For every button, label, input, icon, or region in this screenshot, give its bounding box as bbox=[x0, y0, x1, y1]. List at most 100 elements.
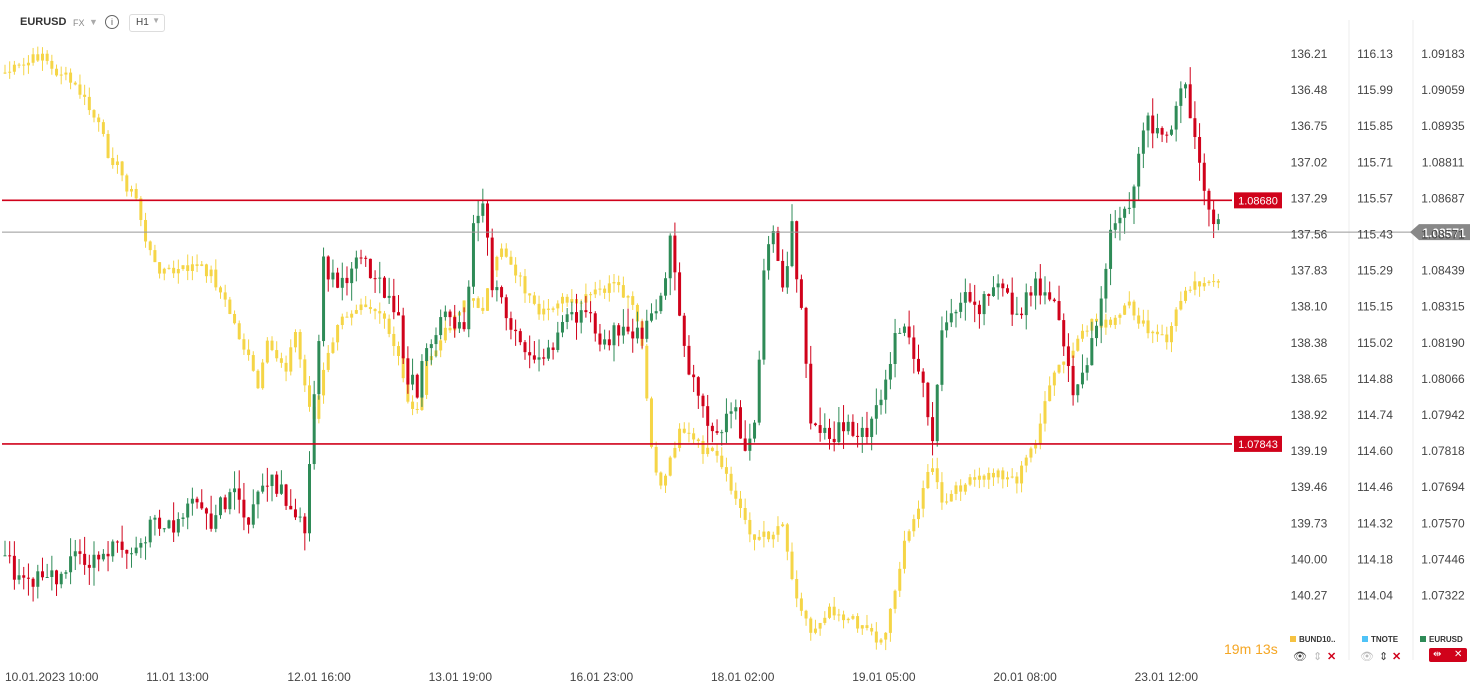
bund-candle bbox=[1104, 319, 1108, 328]
bund-close-icon[interactable]: ✕ bbox=[1327, 651, 1337, 663]
eurusd-candle bbox=[931, 417, 935, 442]
bund-candle bbox=[439, 340, 443, 351]
bund-candle bbox=[172, 267, 176, 274]
bund-candle bbox=[144, 219, 148, 242]
bund-candle bbox=[8, 71, 12, 73]
eurusd-candle bbox=[1212, 209, 1216, 225]
bund-candle bbox=[1024, 457, 1028, 466]
tnote-close-icon[interactable]: ✕ bbox=[1392, 651, 1402, 663]
bund-candle bbox=[3, 72, 7, 74]
tnote-visibility-eye-icon[interactable]: 👁 bbox=[1360, 651, 1374, 663]
eurusd-candle bbox=[251, 504, 255, 525]
eurusd-candle bbox=[598, 333, 602, 345]
eurusd-candle bbox=[256, 491, 260, 505]
level-label: 1.08680 bbox=[1238, 195, 1278, 207]
bund-candle bbox=[659, 472, 663, 486]
eurusd-candle bbox=[1123, 208, 1127, 218]
chart-header: EURUSD FX ▼ i H1 ▼ bbox=[0, 0, 1280, 44]
eurusd-candle bbox=[813, 423, 817, 426]
bund-candle bbox=[762, 531, 766, 537]
bund-candle bbox=[425, 360, 429, 395]
timeframe-value: H1 bbox=[136, 17, 149, 28]
bund-candle bbox=[350, 313, 354, 318]
bund-candle bbox=[1202, 283, 1206, 287]
eurusd-candle bbox=[1090, 338, 1094, 366]
eurusd-candle bbox=[767, 244, 771, 271]
y-tick-label: 1.09183 bbox=[1421, 47, 1465, 61]
bund-candle bbox=[401, 356, 405, 379]
bund-candle bbox=[528, 293, 532, 296]
bund-candle bbox=[991, 472, 995, 478]
eurusd-candle bbox=[888, 363, 892, 380]
bund-candle bbox=[1132, 301, 1136, 316]
eurusd-candle bbox=[654, 311, 658, 314]
bund-candle bbox=[1062, 361, 1066, 365]
bund-candle bbox=[1179, 300, 1183, 310]
bund-candle bbox=[1151, 331, 1155, 334]
bund-candle bbox=[504, 248, 508, 257]
y-tick-label: 140.27 bbox=[1291, 589, 1328, 603]
bund-candle bbox=[804, 610, 808, 619]
bund-candle bbox=[968, 477, 972, 485]
eurusd-candle bbox=[912, 337, 916, 359]
y-tick-label: 114.46 bbox=[1357, 480, 1393, 494]
bund-candle bbox=[893, 590, 897, 609]
bund-candle bbox=[92, 110, 96, 118]
eurusd-candle bbox=[551, 347, 555, 350]
eurusd-candle bbox=[284, 484, 288, 506]
eurusd-candle bbox=[1052, 299, 1056, 302]
eurusd-candle bbox=[500, 287, 504, 298]
eurusd-candle bbox=[59, 573, 63, 585]
eurusd-candle bbox=[893, 333, 897, 364]
symbol-dropdown-icon[interactable]: ▼ bbox=[89, 17, 98, 27]
bund-candle bbox=[673, 447, 677, 458]
eurusd-candle bbox=[298, 516, 302, 518]
eurusd-candle bbox=[682, 315, 686, 346]
eurusd-candle bbox=[312, 394, 316, 465]
y-tick-label: 137.83 bbox=[1291, 264, 1328, 278]
bund-candle bbox=[36, 54, 40, 61]
bund-candle bbox=[687, 432, 691, 434]
bund-candle bbox=[682, 428, 686, 433]
bund-candle bbox=[1109, 319, 1113, 325]
eurusd-axis-lock-icon[interactable]: ⇹ bbox=[1433, 649, 1442, 660]
eurusd-candle bbox=[968, 292, 972, 302]
legend-eurusd: EURUSD bbox=[1420, 635, 1463, 644]
bund-candle bbox=[1015, 476, 1019, 484]
bund-candle bbox=[176, 269, 180, 274]
bund-candle bbox=[209, 269, 213, 277]
eurusd-candle bbox=[664, 278, 668, 296]
bund-candle bbox=[1052, 372, 1056, 386]
eurusd-candle bbox=[322, 256, 326, 342]
eurusd-candle bbox=[462, 322, 466, 330]
bund-candle bbox=[846, 618, 850, 621]
timeframe-select[interactable]: H1 ▼ bbox=[129, 14, 165, 32]
symbol-label[interactable]: EURUSD bbox=[20, 16, 67, 28]
info-icon[interactable]: i bbox=[105, 15, 119, 29]
bund-candle bbox=[898, 568, 902, 591]
eurusd-candle bbox=[781, 260, 785, 288]
tnote-reorder-icon[interactable]: ⇕ bbox=[1379, 651, 1389, 663]
bund-candle bbox=[514, 264, 518, 276]
bund-candle bbox=[542, 308, 546, 315]
eurusd-candle bbox=[425, 348, 429, 362]
bund-candle bbox=[40, 53, 44, 61]
bund-candle bbox=[275, 350, 279, 359]
y-tick-label: 114.60 bbox=[1357, 444, 1393, 458]
bund-candle bbox=[907, 531, 911, 541]
bund-visibility-eye-icon[interactable]: 👁 bbox=[1293, 651, 1307, 663]
bund-candle bbox=[289, 347, 293, 372]
eurusd-candle bbox=[963, 292, 967, 303]
eurusd-close-icon[interactable]: ✕ bbox=[1454, 649, 1463, 660]
bund-candle bbox=[518, 275, 522, 277]
bund-candle bbox=[551, 308, 555, 310]
eurusd-candle bbox=[860, 427, 864, 437]
bund-candle bbox=[842, 614, 846, 621]
bund-candle bbox=[776, 526, 780, 535]
eurusd-candle bbox=[204, 508, 208, 514]
bund-candle bbox=[200, 264, 204, 266]
bund-reorder-icon[interactable]: ⇕ bbox=[1313, 651, 1323, 663]
bund-candle bbox=[218, 287, 222, 293]
eurusd-candle bbox=[514, 329, 518, 332]
